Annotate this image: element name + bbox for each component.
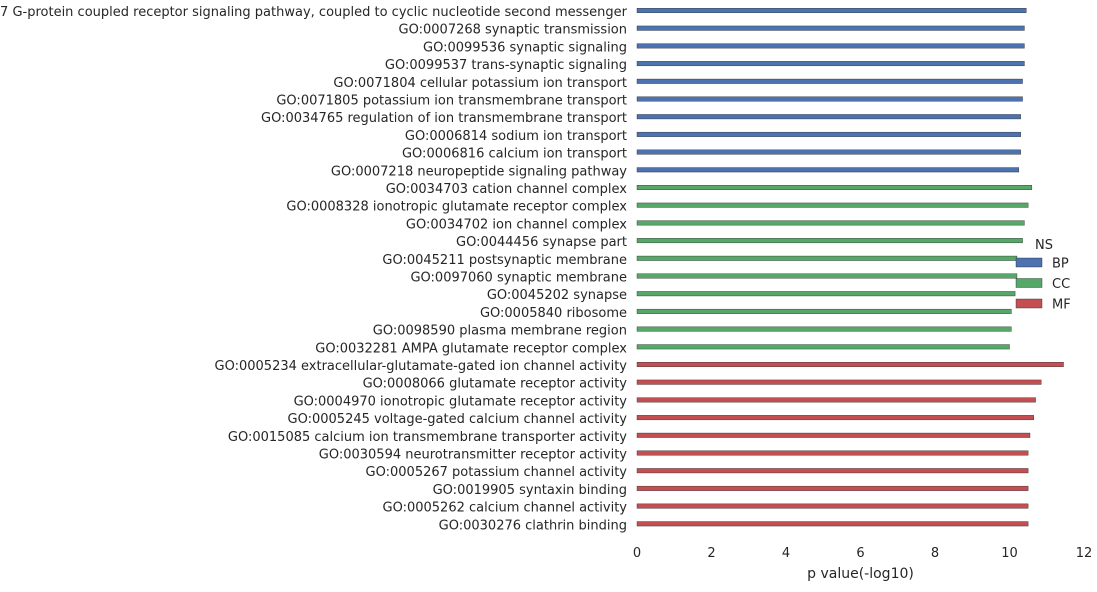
bar-mf <box>636 432 1031 438</box>
x-tick-label: 6 <box>856 546 864 561</box>
bar-mf <box>636 503 1029 509</box>
legend: NS BP CC MF <box>1015 238 1071 313</box>
x-tick-label: 8 <box>931 546 939 561</box>
bar-bp <box>636 149 1021 155</box>
bar-bp <box>636 8 1027 13</box>
y-tick-label: GO:0005840 ribosome <box>480 306 627 321</box>
bar-cc <box>636 238 1023 244</box>
y-tick-label: GO:0004970 ionotropic glutamate receptor… <box>294 394 628 409</box>
legend-label-cc: CC <box>1052 277 1070 292</box>
bar-bp <box>636 131 1021 137</box>
y-tick-label: GO:0098590 plasma membrane region <box>373 324 627 339</box>
y-tick-label: GO:0099536 synaptic signaling <box>423 40 627 55</box>
y-tick-label: GO:0099537 trans-synaptic signaling <box>385 58 627 73</box>
legend-label-bp: BP <box>1052 257 1069 272</box>
bar-bp <box>636 96 1023 102</box>
legend-swatch-mf <box>1015 298 1043 309</box>
y-tick-label: GO:0045202 synapse <box>487 288 627 303</box>
bar-cc <box>636 326 1012 332</box>
x-tick-labels: 0 2 4 6 8 10 12 <box>633 546 1092 561</box>
y-tick-label: GO:0034703 cation channel complex <box>386 182 628 197</box>
bar-bp <box>636 43 1025 49</box>
bar-bp <box>636 78 1023 84</box>
x-tick-label: 10 <box>1001 546 1018 561</box>
bar-cc <box>636 291 1016 297</box>
y-tick-label: GO:0006816 calcium ion transport <box>402 147 627 162</box>
bar-mf <box>636 362 1064 367</box>
bar-cc <box>636 185 1033 190</box>
bar-mf <box>636 521 1029 527</box>
x-tick-label: 0 <box>633 546 641 561</box>
y-tick-label: GO:0005267 potassium channel activity <box>366 465 628 480</box>
y-tick-label: GO:0007218 neuropeptide signaling pathwa… <box>331 164 627 179</box>
y-tick-label: GO:0071805 potassium ion transmembrane t… <box>276 94 627 109</box>
bar-bp <box>636 25 1025 31</box>
y-tick-label: GO:0044456 synapse part <box>456 235 627 250</box>
bar-mf <box>636 485 1029 491</box>
bar-mf <box>636 379 1042 385</box>
y-tick-label: GO:0015085 calcium ion transmembrane tra… <box>228 430 627 445</box>
bar-bp <box>636 61 1025 67</box>
bar-cc <box>636 308 1012 314</box>
y-tick-label: GO:0007268 synaptic transmission <box>399 23 627 38</box>
bar-bp <box>636 167 1020 173</box>
bar-mf <box>636 415 1034 421</box>
y-tick-label: GO:0030594 neurotransmitter receptor act… <box>319 448 628 463</box>
y-tick-labels: GO:0007187 G-protein coupled receptor si… <box>0 5 628 533</box>
y-tick-label: GO:0008328 ionotropic glutamate receptor… <box>286 200 627 215</box>
bar-bp <box>636 114 1021 120</box>
y-tick-label: GO:0030276 clathrin binding <box>439 518 627 533</box>
x-tick-label: 12 <box>1076 546 1093 561</box>
bar-mf <box>636 397 1036 403</box>
bar-mf <box>636 450 1029 456</box>
legend-swatch-cc <box>1015 278 1043 288</box>
y-tick-label: GO:0005234 extracellular-glutamate-gated… <box>215 359 628 374</box>
bar-mf <box>636 468 1029 474</box>
legend-title: NS <box>1035 238 1053 253</box>
y-tick-label: GO:0008066 glutamate receptor activity <box>363 377 628 392</box>
legend-swatch-bp <box>1015 257 1043 268</box>
x-tick-label: 4 <box>782 546 790 561</box>
bar-cc <box>636 344 1010 350</box>
y-tick-label: GO:0034765 regulation of ion transmembra… <box>261 111 627 126</box>
x-axis-title: p value(-log10) <box>807 566 914 582</box>
y-tick-label: GO:0005262 calcium channel activity <box>383 501 628 516</box>
y-tick-label: GO:0097060 synaptic membrane <box>410 271 627 286</box>
bar-cc <box>636 202 1029 208</box>
y-tick-label: GO:0034702 ion channel complex <box>406 217 627 232</box>
y-tick-label: GO:0045211 postsynaptic membrane <box>382 253 627 268</box>
y-tick-label: GO:0019905 syntaxin binding <box>433 483 627 498</box>
bar-cc <box>636 273 1018 279</box>
x-tick-label: 2 <box>707 546 715 561</box>
y-tick-label: GO:0071804 cellular potassium ion transp… <box>333 76 627 91</box>
bars-layer <box>636 8 1064 527</box>
y-tick-label: GO:0032281 AMPA glutamate receptor compl… <box>315 341 627 356</box>
legend-label-mf: MF <box>1052 298 1071 313</box>
y-tick-label: GO:0007187 G-protein coupled receptor si… <box>0 5 628 20</box>
bar-cc <box>636 220 1025 226</box>
y-tick-label: GO:0006814 sodium ion transport <box>405 129 627 144</box>
y-tick-label: GO:0005245 voltage-gated calcium channel… <box>288 412 628 427</box>
bar-cc <box>636 255 1018 261</box>
